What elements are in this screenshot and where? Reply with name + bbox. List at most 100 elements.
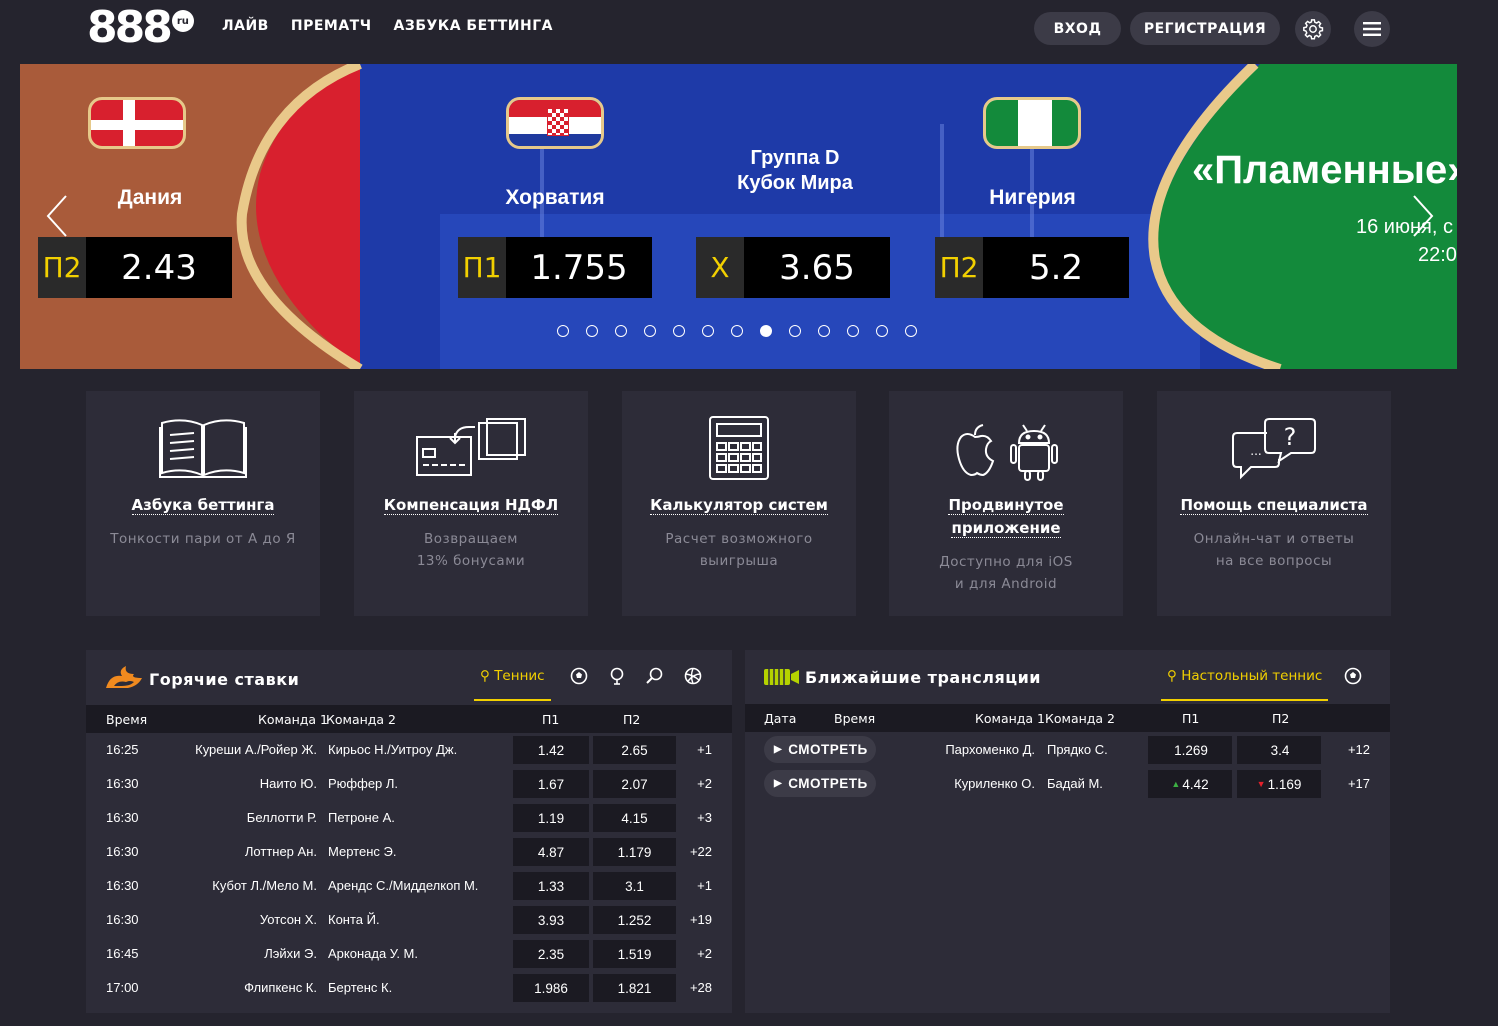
watch-button[interactable]: ▶ СМОТРЕТЬ xyxy=(764,736,876,763)
odd-p2-button[interactable]: ▼ 1.169 xyxy=(1237,770,1321,798)
watch-button[interactable]: ▶ СМОТРЕТЬ xyxy=(764,770,876,797)
slider-dot[interactable] xyxy=(615,325,627,337)
slider-dot[interactable] xyxy=(731,325,743,337)
promo-banner[interactable]: Дания П2 2.43 Хорватия Группа D Кубок Ми… xyxy=(20,64,1457,369)
trophy-icon[interactable] xyxy=(607,666,627,686)
more-markets-link[interactable]: +19 xyxy=(689,912,712,927)
odd-p1-button[interactable]: 1.33 xyxy=(513,872,589,900)
cell-team1: Пархоменко Д. xyxy=(945,742,1035,757)
col-team1: Команда 1 xyxy=(258,712,329,727)
tab-tennis[interactable]: ⚲ Теннис xyxy=(474,668,551,701)
slider-dot[interactable] xyxy=(557,325,569,337)
table-row[interactable]: 16:30 Уотсон Х. Конта Й. 3.93 1.252 +19 xyxy=(86,903,732,937)
odd-p1-button[interactable]: 1.67 xyxy=(513,770,589,798)
odd-down-icon: ▼ xyxy=(1256,779,1266,789)
odd-p2-button[interactable]: 1.252 xyxy=(593,906,676,934)
table-row[interactable]: ▶ СМОТРЕТЬ Пархоменко Д. Прядко С. 1.269 3.4 +… xyxy=(745,733,1390,767)
more-markets-link[interactable]: +3 xyxy=(697,810,712,825)
more-markets-link[interactable]: +17 xyxy=(1347,776,1370,791)
table-row[interactable]: 16:45 Лэйхи Э. Арконада У. М. 2.35 1.519 +2 xyxy=(86,937,732,971)
odd-p1-button[interactable]: 2.35 xyxy=(513,940,589,968)
tile-system-calculator[interactable]: Калькулятор систем Расчет возможного выиг… xyxy=(622,391,856,616)
odd-p1-button[interactable]: 1.42 xyxy=(513,736,589,764)
more-markets-link[interactable]: +2 xyxy=(697,776,712,791)
logo[interactable]: 888 ru xyxy=(87,6,194,50)
register-button[interactable]: РЕГИСТРАЦИЯ xyxy=(1130,12,1280,45)
soccer-ball-icon[interactable] xyxy=(1343,666,1363,686)
odd-p1-button[interactable]: 1.269 xyxy=(1148,736,1232,764)
odd-p2-button[interactable]: 1.179 xyxy=(593,838,676,866)
more-markets-link[interactable]: +12 xyxy=(1347,742,1370,757)
nav-prematch[interactable]: ПРЕМАТЧ xyxy=(290,18,372,34)
odd-p1-button[interactable]: ▲ 4.42 xyxy=(1148,770,1232,798)
menu-button[interactable] xyxy=(1354,11,1390,47)
table-row[interactable]: ▶ СМОТРЕТЬ Куриленко О. Бадай М. ▲ 4.42 ▼ 1.169… xyxy=(745,767,1390,801)
table-tennis-icon: ⚲ xyxy=(1167,668,1177,684)
volleyball-icon[interactable] xyxy=(683,666,703,686)
odd-p2-button[interactable]: 1.821 xyxy=(593,974,676,1002)
col-team2: Команда 2 xyxy=(326,712,397,727)
tab-table-tennis[interactable]: ⚲ Настольный теннис xyxy=(1161,668,1329,701)
table-row[interactable]: 16:30 Наито Ю. Рюффер Л. 1.67 2.07 +2 xyxy=(86,767,732,801)
prev-slide-arrow-icon[interactable] xyxy=(42,194,72,238)
odd-p1-button[interactable]: 3.93 xyxy=(513,906,589,934)
left-odd-button[interactable]: П2 2.43 xyxy=(38,237,232,298)
cell-team2: Арендс С./Мидделкоп М. xyxy=(328,878,479,893)
tile-tax-compensation[interactable]: Компенсация НДФЛ Возвращаем 13% бонусами xyxy=(354,391,588,616)
tile-mobile-app[interactable]: Продвинутое приложение Доступно для iOS и … xyxy=(889,391,1123,616)
more-markets-link[interactable]: +1 xyxy=(697,878,712,893)
table-row[interactable]: 16:30 Лоттнер Ан. Мертенс Э. 4.87 1.179 +22 xyxy=(86,835,732,869)
odd-p2-button[interactable]: 2.65 xyxy=(593,736,676,764)
login-button[interactable]: ВХОД xyxy=(1034,12,1121,45)
odd-p2-button[interactable]: 2.07 xyxy=(593,770,676,798)
odd-p1-button[interactable]: 1.19 xyxy=(513,804,589,832)
more-markets-link[interactable]: +1 xyxy=(697,742,712,757)
slider-dot[interactable] xyxy=(760,325,772,337)
odd-p1-button[interactable]: 4.87 xyxy=(513,838,589,866)
slider-dot[interactable] xyxy=(818,325,830,337)
soccer-ball-icon[interactable] xyxy=(569,666,589,686)
more-markets-link[interactable]: +28 xyxy=(689,980,712,995)
odd-p2-button[interactable]: 3.1 xyxy=(593,872,676,900)
table-row[interactable]: 17:00 Флипкенс К. Бертенс К. 1.986 1.821 +28 xyxy=(86,971,732,1005)
col-date: Дата xyxy=(764,711,797,726)
nav-betting-abc[interactable]: АЗБУКА БЕТТИНГА xyxy=(393,18,553,34)
table-row[interactable]: 16:30 Кубот Л./Мело М. Арендс С./Мидделкоп… xyxy=(86,869,732,903)
odd-x-button[interactable]: Х 3.65 xyxy=(696,237,890,298)
slider-dot[interactable] xyxy=(673,325,685,337)
odd-p2-button[interactable]: 4.15 xyxy=(593,804,676,832)
table-row[interactable]: 16:25 Куреши А./Ройер Ж. Кирьос Н./Уитроу … xyxy=(86,733,732,767)
table-tennis-icon[interactable] xyxy=(645,666,665,686)
chat-question-icon: ?... xyxy=(1232,418,1316,480)
tile-betting-abc[interactable]: Азбука беттинга Тонкости пари от А до Я xyxy=(86,391,320,616)
odd-p1-button[interactable]: П1 1.755 xyxy=(458,237,652,298)
cell-team1: Лэйхи Э. xyxy=(264,946,317,961)
more-markets-link[interactable]: +2 xyxy=(697,946,712,961)
odd-value: 1.755 xyxy=(506,237,652,298)
more-markets-link[interactable]: +22 xyxy=(689,844,712,859)
tile-expert-help[interactable]: ?... Помощь специалиста Онлайн-чат и отв… xyxy=(1157,391,1391,616)
nav-live[interactable]: ЛАЙВ xyxy=(222,18,269,34)
slider-dot[interactable] xyxy=(702,325,714,337)
left-team-name: Дания xyxy=(117,186,183,209)
next-slide-arrow-icon[interactable] xyxy=(1408,194,1438,238)
odd-up-icon: ▲ xyxy=(1171,779,1181,789)
odd-p2-button[interactable]: П2 5.2 xyxy=(935,237,1129,298)
streams-table-header: Дата Время Команда 1 Команда 2 П1 П2 xyxy=(745,704,1390,732)
cell-time: 16:30 xyxy=(106,810,139,825)
odd-p2-button[interactable]: 1.519 xyxy=(593,940,676,968)
slider-dot[interactable] xyxy=(905,325,917,337)
cell-team2: Мертенс Э. xyxy=(328,844,397,859)
slider-dot[interactable] xyxy=(789,325,801,337)
slider-dot[interactable] xyxy=(586,325,598,337)
odd-p1-button[interactable]: 1.986 xyxy=(513,974,589,1002)
slider-dot[interactable] xyxy=(644,325,656,337)
match-group: Группа D Кубок Мира xyxy=(720,146,870,196)
slider-dot[interactable] xyxy=(876,325,888,337)
tile-title: Помощь специалиста xyxy=(1180,496,1368,515)
settings-button[interactable] xyxy=(1295,11,1331,47)
odd-p2-button[interactable]: 3.4 xyxy=(1237,736,1321,764)
slider-dot[interactable] xyxy=(847,325,859,337)
cell-team2: Бадай М. xyxy=(1047,776,1103,791)
table-row[interactable]: 16:30 Беллотти Р. Петроне А. 1.19 4.15 +3 xyxy=(86,801,732,835)
